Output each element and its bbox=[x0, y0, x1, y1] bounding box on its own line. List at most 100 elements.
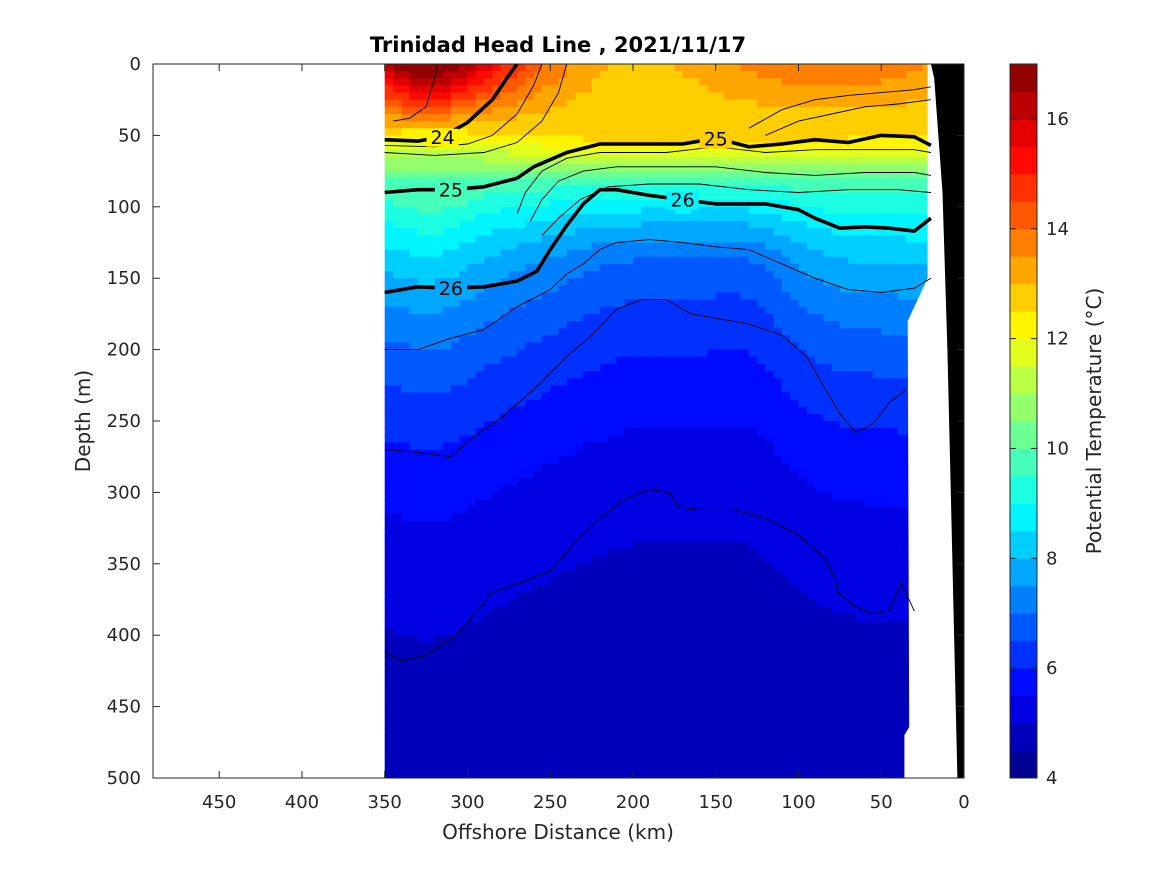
temperature-cell bbox=[533, 513, 543, 522]
temperature-cell bbox=[765, 742, 775, 750]
temperature-cell bbox=[666, 592, 675, 601]
temperature-cell bbox=[591, 213, 601, 222]
temperature-cell bbox=[715, 463, 725, 472]
temperature-cell bbox=[724, 485, 733, 493]
temperature-cell bbox=[724, 706, 733, 715]
temperature-cell bbox=[790, 256, 800, 265]
temperature-cell bbox=[459, 164, 469, 172]
temperature-cell bbox=[591, 613, 601, 622]
temperature-cell bbox=[533, 313, 543, 322]
temperature-cell bbox=[533, 628, 543, 636]
temperature-cell bbox=[409, 628, 419, 636]
temperature-cell bbox=[649, 406, 659, 415]
temperature-cell bbox=[740, 492, 750, 501]
temperature-cell bbox=[508, 735, 518, 743]
temperature-cell bbox=[732, 92, 742, 101]
temperature-cell bbox=[500, 71, 510, 79]
temperature-cell bbox=[732, 585, 742, 593]
temperature-cell bbox=[781, 492, 791, 501]
temperature-cell bbox=[591, 699, 601, 708]
temperature-cell bbox=[550, 635, 560, 643]
temperature-cell bbox=[641, 749, 651, 758]
temperature-cell bbox=[781, 685, 791, 693]
temperature-cell bbox=[417, 378, 427, 386]
temperature-cell bbox=[724, 106, 733, 115]
temperature-cell bbox=[740, 642, 750, 650]
temperature-cell bbox=[757, 685, 766, 693]
temperature-cell bbox=[748, 328, 758, 336]
temperature-cell bbox=[401, 449, 411, 458]
temperature-cell bbox=[492, 171, 502, 179]
temperature-cell bbox=[608, 699, 618, 708]
temperature-cell bbox=[624, 406, 634, 415]
temperature-cell bbox=[682, 471, 692, 479]
temperature-cell bbox=[757, 249, 766, 258]
temperature-cell bbox=[790, 328, 800, 336]
temperature-cell bbox=[401, 278, 411, 286]
temperature-cell bbox=[525, 428, 535, 436]
temperature-cell bbox=[467, 164, 477, 172]
temperature-cell bbox=[467, 313, 477, 322]
temperature-cell bbox=[616, 199, 626, 208]
temperature-cell bbox=[591, 99, 601, 108]
temperature-cell bbox=[732, 556, 742, 565]
temperature-cell bbox=[740, 114, 750, 122]
temperature-cell bbox=[409, 106, 419, 115]
temperature-cell bbox=[393, 235, 402, 244]
temperature-cell bbox=[666, 656, 675, 665]
temperature-cell bbox=[674, 678, 684, 686]
temperature-cell bbox=[459, 599, 469, 608]
temperature-cell bbox=[699, 164, 709, 172]
temperature-cell bbox=[525, 399, 535, 408]
temperature-cell bbox=[475, 635, 485, 643]
temperature-cell bbox=[541, 670, 551, 679]
temperature-cell bbox=[401, 385, 411, 393]
temperature-cell bbox=[599, 628, 609, 636]
temperature-cell bbox=[450, 164, 460, 172]
temperature-cell bbox=[682, 606, 692, 615]
temperature-cell bbox=[641, 164, 651, 172]
temperature-cell bbox=[459, 699, 469, 708]
temperature-cell bbox=[790, 449, 800, 458]
temperature-cell bbox=[508, 92, 518, 101]
temperature-cell bbox=[765, 421, 775, 429]
temperature-cell bbox=[740, 321, 750, 329]
temperature-cell bbox=[740, 85, 750, 94]
temperature-cell bbox=[740, 556, 750, 565]
temperature-cell bbox=[533, 492, 543, 501]
temperature-cell bbox=[715, 592, 725, 601]
temperature-cell bbox=[409, 592, 419, 601]
temperature-cell bbox=[666, 242, 675, 251]
temperature-cell bbox=[616, 235, 626, 244]
temperature-cell bbox=[599, 492, 609, 501]
temperature-cell bbox=[484, 128, 493, 136]
temperature-cell bbox=[591, 499, 601, 508]
temperature-cell bbox=[541, 742, 551, 750]
temperature-cell bbox=[690, 606, 700, 615]
temperature-cell bbox=[682, 506, 692, 515]
temperature-cell bbox=[690, 620, 700, 629]
temperature-cell bbox=[608, 570, 618, 579]
temperature-cell bbox=[649, 513, 659, 522]
temperature-cell bbox=[633, 720, 642, 729]
temperature-cell bbox=[732, 456, 742, 465]
temperature-cell bbox=[525, 285, 535, 293]
temperature-cell bbox=[459, 92, 469, 101]
temperature-cell bbox=[517, 328, 526, 336]
temperature-cell bbox=[484, 371, 493, 379]
temperature-cell bbox=[566, 249, 576, 258]
temperature-cell bbox=[773, 570, 783, 579]
temperature-cell bbox=[500, 749, 510, 758]
temperature-cell bbox=[442, 521, 452, 529]
temperature-cell bbox=[732, 285, 742, 293]
temperature-cell bbox=[715, 485, 725, 493]
temperature-cell bbox=[748, 599, 758, 608]
temperature-cell bbox=[740, 735, 750, 743]
temperature-cell bbox=[724, 228, 733, 236]
temperature-cell bbox=[434, 713, 444, 722]
temperature-cell bbox=[599, 749, 609, 758]
temperature-cell bbox=[558, 342, 568, 351]
temperature-cell bbox=[790, 556, 800, 565]
temperature-cell bbox=[558, 78, 568, 86]
temperature-cell bbox=[699, 356, 709, 365]
